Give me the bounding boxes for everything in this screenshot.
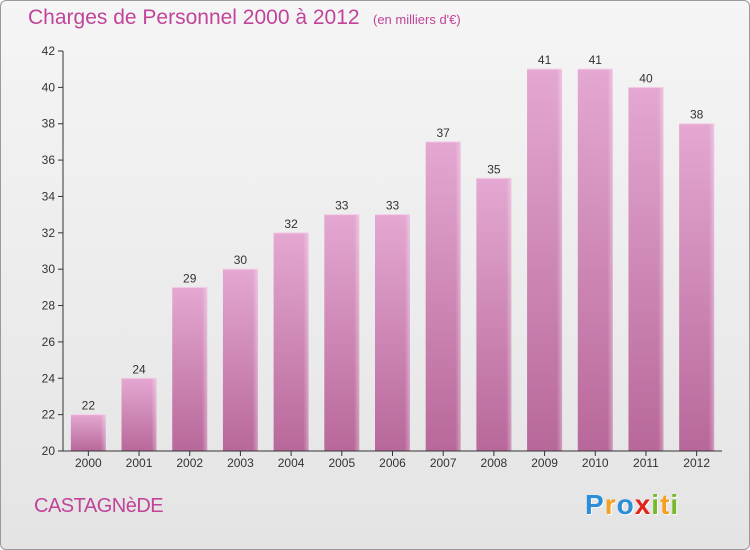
bar-highlight	[222, 269, 258, 451]
y-tick-label: 28	[42, 299, 56, 313]
y-tick-label: 20	[42, 444, 56, 458]
bar-value-label: 29	[183, 271, 197, 285]
x-tick-label: 2012	[683, 456, 710, 470]
logo-letter: o	[616, 489, 635, 520]
logo-letter: r	[604, 489, 617, 520]
y-tick-label: 34	[42, 189, 56, 203]
x-tick-label: 2007	[430, 456, 457, 470]
bar-highlight	[577, 69, 613, 451]
bar-highlight	[121, 378, 157, 451]
logo-letter: x	[634, 489, 652, 520]
bar-value-label: 22	[82, 399, 96, 413]
x-tick-label: 2009	[531, 456, 558, 470]
chart-title: Charges de Personnel 2000 à 2012	[28, 6, 360, 29]
x-tick-label: 2004	[278, 456, 305, 470]
bar-highlight	[324, 214, 360, 451]
x-tick-label: 2001	[126, 456, 153, 470]
bar-highlight	[476, 178, 512, 452]
y-tick-label: 24	[42, 371, 56, 385]
logo-letter: t	[660, 489, 671, 520]
bar-value-label: 41	[589, 53, 603, 67]
bar-value-label: 40	[639, 71, 653, 85]
bar-highlight	[375, 214, 410, 451]
x-tick-label: 2011	[633, 456, 659, 470]
x-tick-label: 2008	[481, 456, 508, 470]
y-tick-label: 38	[42, 117, 56, 131]
bar-value-label: 38	[690, 108, 704, 122]
bar-value-label: 33	[386, 199, 400, 213]
proxiti-logo[interactable]: Proxiti	[585, 489, 679, 521]
x-tick-label: 2002	[176, 456, 203, 470]
bar-value-label: 30	[234, 253, 248, 267]
x-tick-label: 2006	[379, 456, 406, 470]
y-tick-label: 26	[42, 335, 56, 349]
bar-value-label: 32	[284, 217, 298, 231]
bar-highlight	[527, 69, 563, 451]
x-tick-label: 2003	[227, 456, 254, 470]
logo-letter: i	[651, 489, 661, 520]
bar-highlight	[273, 232, 309, 451]
y-tick-label: 32	[42, 226, 56, 240]
bar-highlight	[628, 87, 664, 451]
bar-highlight	[70, 414, 106, 451]
bar-value-label: 37	[437, 126, 451, 140]
x-tick-label: 2005	[328, 456, 355, 470]
bar-value-label: 41	[538, 53, 552, 67]
y-tick-label: 42	[42, 44, 56, 58]
logo-letter: P	[585, 489, 605, 520]
bar-highlight	[172, 287, 208, 451]
y-tick-label: 40	[42, 80, 56, 94]
logo-letter: i	[670, 489, 680, 520]
bar-value-label: 24	[132, 362, 146, 376]
x-tick-label: 2010	[582, 456, 609, 470]
y-tick-label: 22	[42, 408, 56, 422]
chart-subtitle: (en milliers d'€)	[373, 12, 461, 27]
bar-highlight	[679, 123, 715, 452]
bar-value-label: 35	[487, 162, 501, 176]
bar-highlight	[425, 141, 461, 451]
y-tick-label: 36	[42, 153, 56, 167]
bar-value-label: 33	[335, 199, 349, 213]
y-tick-label: 30	[42, 262, 56, 276]
x-tick-label: 2000	[75, 456, 102, 470]
commune-name: CASTAGNèDE	[34, 495, 164, 517]
